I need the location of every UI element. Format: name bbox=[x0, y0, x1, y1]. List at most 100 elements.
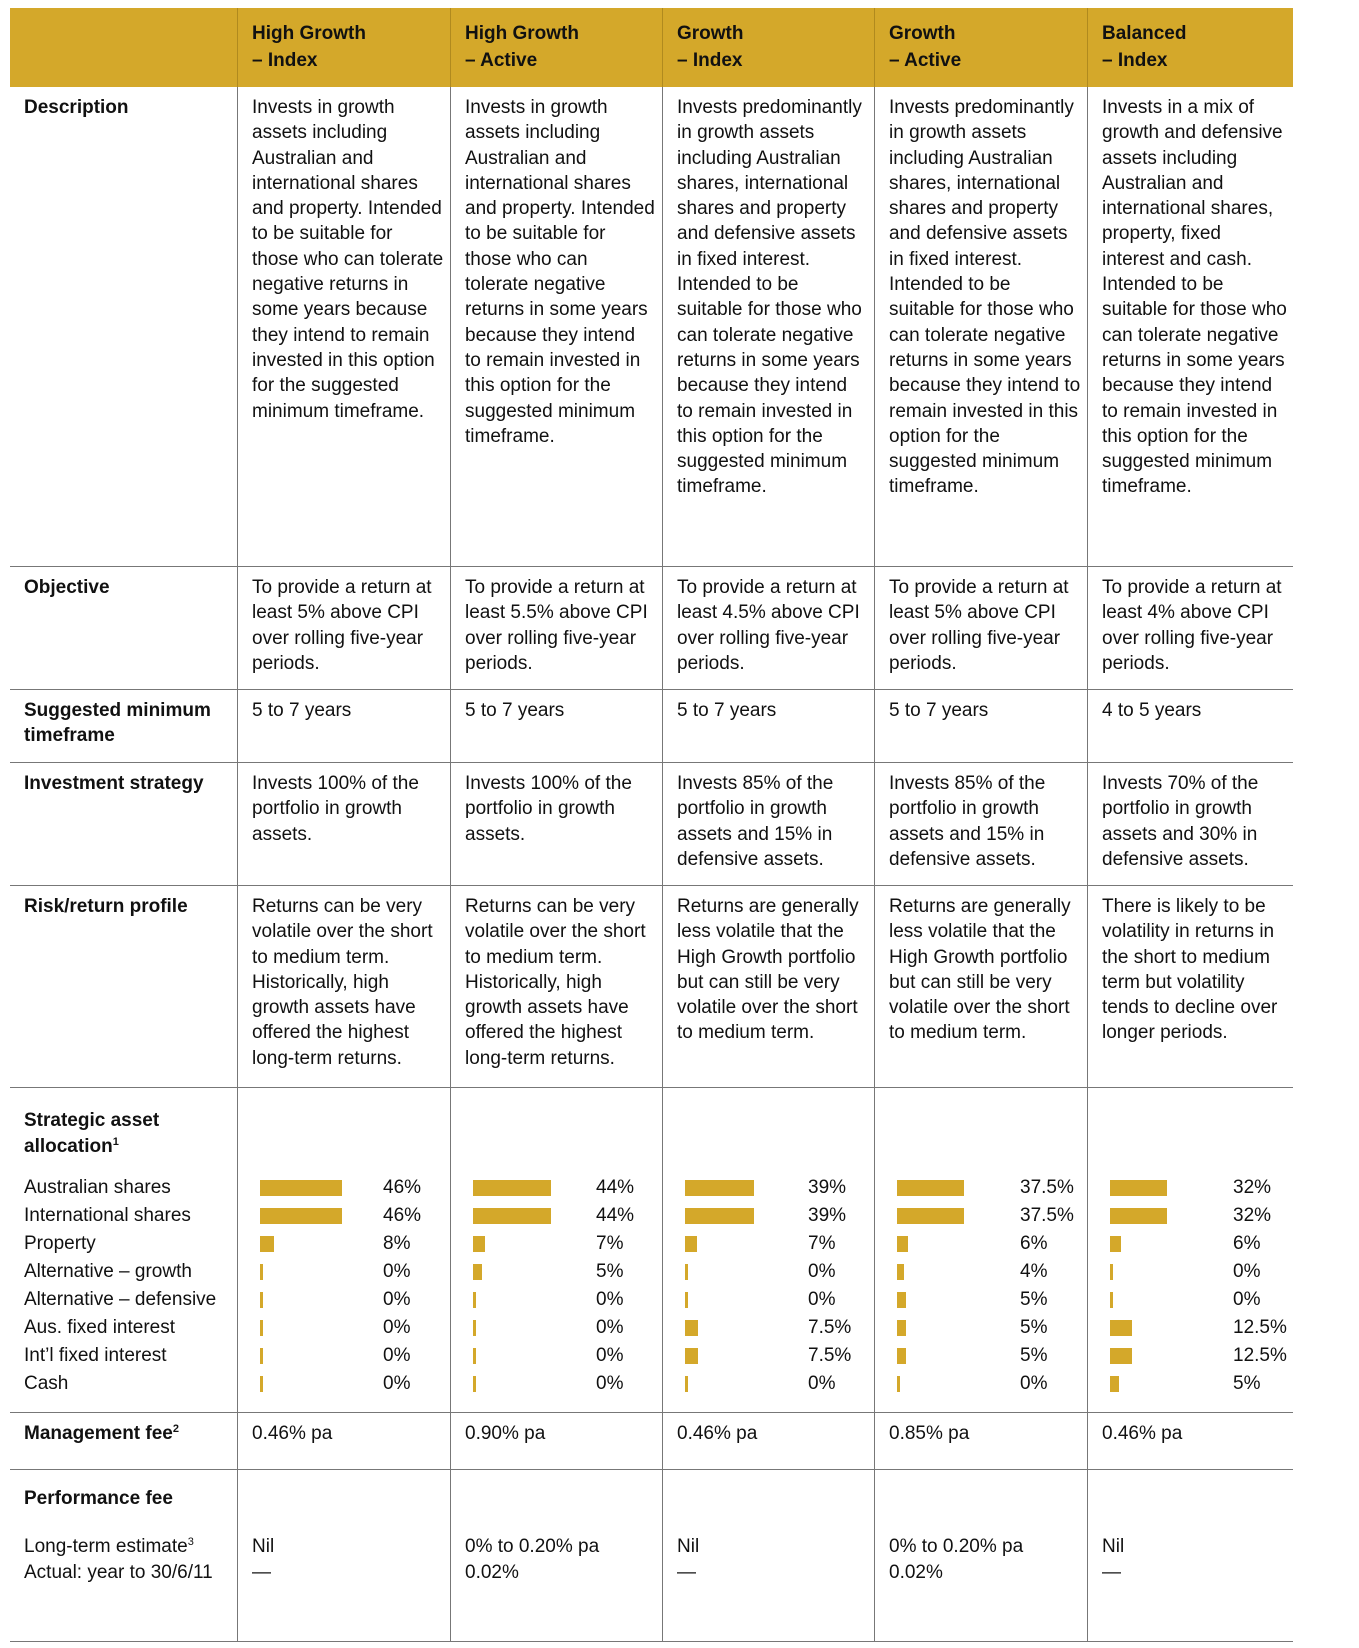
bar bbox=[473, 1320, 476, 1336]
value-text: Invests 70% of the portfolio in growth a… bbox=[1102, 773, 1259, 870]
percent-label: 6% bbox=[1020, 1233, 1048, 1254]
value-text: Returns can be very volatile over the sh… bbox=[465, 896, 646, 1069]
percent-label: 0% bbox=[596, 1317, 624, 1338]
row-value: Invests in growth assets including Austr… bbox=[238, 87, 451, 567]
option-name: High Growth bbox=[465, 23, 579, 44]
value-text: 0% to 0.20% pa bbox=[889, 1536, 1024, 1557]
spacer bbox=[252, 1108, 444, 1160]
allocation-value: 39% 39% 7% 0% 0% 7.5% 7.5% 0% bbox=[663, 1088, 875, 1413]
row-value: 0% to 0.20% pa 0.02% bbox=[451, 1470, 663, 1642]
bar bbox=[1110, 1320, 1133, 1336]
allocation-row: 0% bbox=[465, 1370, 656, 1398]
allocation-row: 39% bbox=[677, 1174, 868, 1202]
bar bbox=[1110, 1348, 1133, 1364]
bar bbox=[897, 1292, 906, 1308]
row-value: To provide a return at least 5.5% above … bbox=[451, 567, 663, 690]
percent-label: 0% bbox=[1233, 1261, 1261, 1282]
row-value: Returns can be very volatile over the sh… bbox=[238, 886, 451, 1088]
percent-label: 37.5% bbox=[1020, 1205, 1074, 1226]
row-value: 0.46% pa bbox=[663, 1413, 875, 1470]
bar bbox=[897, 1208, 964, 1224]
bar bbox=[1110, 1236, 1121, 1252]
allocation-row: 0% bbox=[252, 1286, 444, 1314]
percent-label: 0% bbox=[808, 1261, 836, 1282]
allocation-row: 0% bbox=[677, 1370, 868, 1398]
value-text: 5 to 7 years bbox=[465, 700, 565, 721]
option-variant: – Active bbox=[889, 50, 962, 71]
allocation-row: 0% bbox=[252, 1258, 444, 1286]
option-name: Growth bbox=[889, 23, 956, 44]
allocation-row: 7% bbox=[677, 1230, 868, 1258]
percent-label: 0% bbox=[808, 1289, 836, 1310]
percent-label: 7.5% bbox=[808, 1345, 852, 1366]
bar bbox=[473, 1264, 482, 1280]
value-text: Invests predominantly in growth assets i… bbox=[889, 97, 1081, 498]
allocation-row: 37.5% bbox=[889, 1202, 1081, 1230]
spacer bbox=[252, 1486, 444, 1511]
allocation-row: 44% bbox=[465, 1202, 656, 1230]
bar bbox=[685, 1236, 698, 1252]
column-header: High Growth – Active bbox=[451, 8, 663, 87]
row-label: Performance fee Long-term estimate3 Actual… bbox=[10, 1470, 238, 1642]
value-text: — bbox=[252, 1562, 271, 1583]
label-text: Description bbox=[24, 97, 129, 118]
label-text: Risk/return profile bbox=[24, 896, 188, 917]
asset-row: Int’l fixed interest bbox=[24, 1342, 231, 1370]
allocation-row: 0% bbox=[1102, 1286, 1287, 1314]
bar bbox=[260, 1236, 275, 1252]
bar bbox=[473, 1236, 486, 1252]
sublabel-text: Actual: year to 30/6/11 bbox=[24, 1562, 213, 1583]
options-table: High Growth – Index High Growth – Active Gro… bbox=[10, 8, 1293, 1642]
row-value: Invests in a mix of growth and defensive… bbox=[1088, 87, 1293, 567]
value-text: Nil bbox=[1102, 1536, 1125, 1557]
percent-label: 12.5% bbox=[1233, 1317, 1287, 1338]
bar bbox=[473, 1180, 552, 1196]
row-value: 5 to 7 years bbox=[451, 690, 663, 763]
value-text: To provide a return at least 4% above CP… bbox=[1102, 577, 1282, 674]
allocation-value: 32% 32% 6% 0% 0% 12.5% 12.5% 5% bbox=[1088, 1088, 1293, 1413]
spacer bbox=[465, 1108, 656, 1160]
allocation-row: 7% bbox=[465, 1230, 656, 1258]
asset-name: Alternative – growth bbox=[24, 1261, 192, 1282]
percent-label: 0% bbox=[596, 1373, 624, 1394]
percent-label: 0% bbox=[383, 1345, 411, 1366]
allocation-row: 5% bbox=[1102, 1370, 1287, 1398]
value-text: 0% to 0.20% pa bbox=[465, 1536, 600, 1557]
label-text: Suggested minimum timeframe bbox=[24, 700, 211, 747]
column-header: High Growth – Index bbox=[238, 8, 451, 87]
spacer bbox=[1102, 1108, 1287, 1160]
allocation-row: 7.5% bbox=[677, 1342, 868, 1370]
allocation-row: 12.5% bbox=[1102, 1342, 1287, 1370]
percent-label: 0% bbox=[1233, 1289, 1261, 1310]
row-value: 5 to 7 years bbox=[238, 690, 451, 763]
row-value: 5 to 7 years bbox=[663, 690, 875, 763]
percent-label: 32% bbox=[1233, 1177, 1272, 1198]
percent-label: 5% bbox=[1020, 1345, 1048, 1366]
asset-name: Cash bbox=[24, 1373, 69, 1394]
row-value: To provide a return at least 4.5% above … bbox=[663, 567, 875, 690]
asset-name: Alternative – defensive bbox=[24, 1289, 217, 1310]
spacer bbox=[465, 1486, 656, 1511]
column-header: Growth – Index bbox=[663, 8, 875, 87]
allocation-row: 46% bbox=[252, 1174, 444, 1202]
value-text: Invests predominantly in growth assets i… bbox=[677, 97, 862, 498]
row-value: 4 to 5 years bbox=[1088, 690, 1293, 763]
value-text: There is likely to be volatility in retu… bbox=[1102, 896, 1278, 1044]
allocation-row: 0% bbox=[465, 1314, 656, 1342]
sublabel: Actual: year to 30/6/11 bbox=[24, 1560, 231, 1586]
asset-name: Int’l fixed interest bbox=[24, 1345, 167, 1366]
row-value: Invests 85% of the portfolio in growth a… bbox=[663, 763, 875, 886]
allocation-row: 7.5% bbox=[677, 1314, 868, 1342]
value-text: 0.46% pa bbox=[252, 1423, 333, 1444]
row-value: 5 to 7 years bbox=[875, 690, 1088, 763]
allocation-row: 0% bbox=[1102, 1258, 1287, 1286]
row-label: Management fee2 bbox=[10, 1413, 238, 1470]
bar bbox=[1110, 1376, 1119, 1392]
value-text: 0.46% pa bbox=[1102, 1423, 1183, 1444]
allocation-row: 0% bbox=[252, 1370, 444, 1398]
bar bbox=[685, 1180, 755, 1196]
row-value: Nil — bbox=[663, 1470, 875, 1642]
allocation-row: 0% bbox=[465, 1286, 656, 1314]
header-corner bbox=[10, 8, 238, 87]
